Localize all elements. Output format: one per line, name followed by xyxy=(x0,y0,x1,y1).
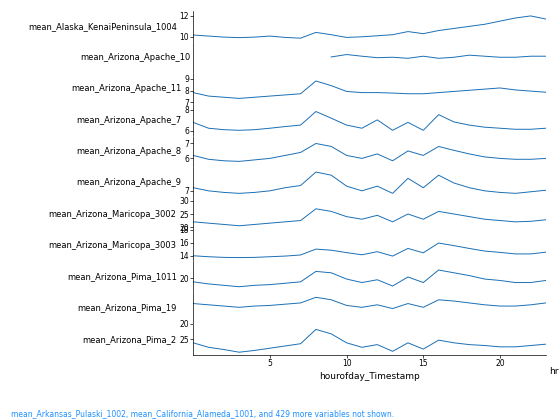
Y-axis label: mean_Arizona_Pima_2: mean_Arizona_Pima_2 xyxy=(82,335,176,344)
Y-axis label: mean_Arizona_Apache_8: mean_Arizona_Apache_8 xyxy=(76,147,181,156)
Y-axis label: mean_Alaska_KenaiPeninsula_1004: mean_Alaska_KenaiPeninsula_1004 xyxy=(28,22,176,31)
Y-axis label: mean_Arizona_Maricopa_3002: mean_Arizona_Maricopa_3002 xyxy=(49,210,176,218)
Y-axis label: mean_Arizona_Maricopa_3003: mean_Arizona_Maricopa_3003 xyxy=(49,241,176,250)
Y-axis label: mean_Arizona_Apache_11: mean_Arizona_Apache_11 xyxy=(71,84,181,93)
Y-axis label: mean_Arizona_Apache_7: mean_Arizona_Apache_7 xyxy=(76,116,181,125)
Text: mean_Arkansas_Pulaski_1002, mean_California_Alameda_1001, and 429 more variables: mean_Arkansas_Pulaski_1002, mean_Califor… xyxy=(11,409,394,418)
X-axis label: hourofday_Timestamp: hourofday_Timestamp xyxy=(319,372,420,381)
Y-axis label: mean_Arizona_Apache_9: mean_Arizona_Apache_9 xyxy=(76,178,181,187)
Y-axis label: mean_Arizona_Pima_1011: mean_Arizona_Pima_1011 xyxy=(67,272,176,281)
Text: hr: hr xyxy=(549,367,559,376)
Y-axis label: mean_Arizona_Apache_10: mean_Arizona_Apache_10 xyxy=(80,53,190,62)
Y-axis label: mean_Arizona_Pima_19: mean_Arizona_Pima_19 xyxy=(77,303,176,312)
